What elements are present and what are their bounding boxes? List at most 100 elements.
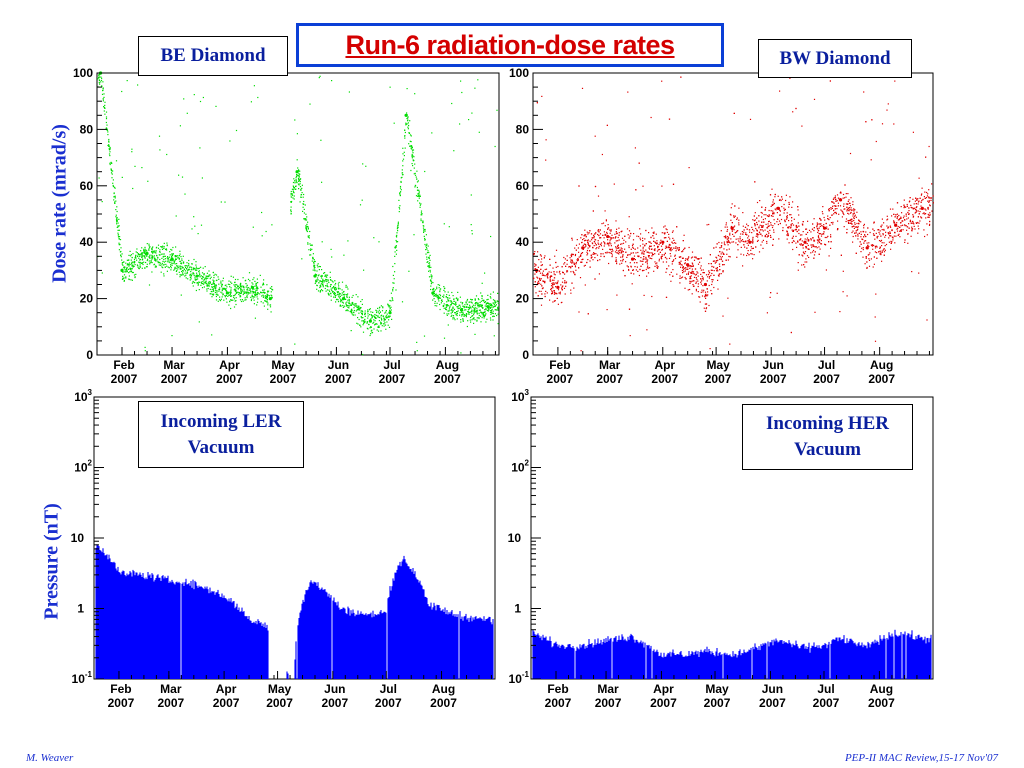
dose-point [797, 241, 799, 243]
dose-point [627, 266, 629, 268]
dose-point [656, 262, 658, 264]
dose-point [664, 252, 666, 254]
dose-point [488, 309, 490, 311]
dose-point [429, 269, 431, 271]
dose-point [439, 289, 441, 291]
dose-point [261, 295, 263, 297]
dose-point [614, 233, 616, 235]
dose-point [467, 320, 469, 322]
dose-point [396, 241, 398, 243]
dose-point [780, 199, 782, 202]
dose-point [643, 269, 645, 271]
dose-point [303, 208, 305, 210]
dose-point [792, 248, 794, 251]
dose-point [297, 180, 299, 182]
dose-point [271, 286, 273, 288]
dose-point [549, 299, 551, 301]
dose-point [792, 111, 794, 113]
dose-point [626, 256, 628, 258]
dose-point [881, 250, 883, 252]
dose-point [593, 252, 595, 254]
dose-point [353, 312, 355, 314]
dose-point [179, 250, 181, 252]
dose-point [407, 120, 409, 122]
dose-point [474, 333, 476, 335]
dose-point [203, 286, 205, 288]
dose-point [855, 232, 857, 234]
dose-point [842, 291, 844, 293]
dose-point [551, 291, 553, 293]
dose-point [139, 265, 141, 268]
dose-point [335, 301, 337, 303]
dose-point [174, 260, 176, 262]
dose-point [708, 263, 710, 265]
dose-point [114, 187, 116, 189]
dose-point [913, 207, 916, 209]
dose-point [721, 260, 724, 262]
dose-point [497, 313, 499, 315]
dose-point [190, 278, 192, 280]
dose-point [682, 240, 684, 242]
dose-point [242, 300, 244, 302]
dose-point [433, 295, 436, 297]
dose-point [626, 228, 629, 230]
dose-point [387, 305, 389, 307]
dose-point [116, 226, 118, 228]
dose-point [832, 198, 835, 200]
dose-point [881, 123, 884, 125]
dose-point [837, 202, 839, 204]
dose-point [138, 261, 140, 263]
dose-point [462, 318, 464, 320]
dose-point [114, 201, 116, 203]
dose-point [645, 256, 647, 258]
dose-point [762, 226, 764, 228]
dose-point [179, 268, 181, 270]
dose-point [462, 313, 464, 315]
dose-point [609, 232, 611, 234]
dose-point [597, 229, 600, 231]
dose-point [753, 215, 755, 217]
dose-point [299, 183, 301, 185]
dose-point [788, 201, 790, 204]
dose-point [445, 308, 447, 310]
dose-point [132, 271, 134, 274]
dose-point [798, 214, 800, 216]
dose-point [306, 223, 308, 225]
dose-point [571, 239, 573, 241]
dose-point [261, 211, 263, 214]
dose-point [774, 223, 776, 225]
dose-point [434, 302, 436, 304]
dose-point [650, 116, 652, 119]
dose-point [604, 210, 606, 212]
dose-point [820, 240, 822, 242]
dose-point [246, 291, 248, 293]
dose-point [662, 261, 664, 263]
dose-point [641, 251, 643, 253]
dose-point [826, 226, 828, 228]
dose-point [335, 294, 337, 296]
dose-point [619, 249, 621, 251]
dose-point [434, 300, 436, 303]
dose-point [171, 254, 174, 256]
dose-point [132, 265, 134, 267]
dose-point [321, 281, 324, 283]
dose-point [689, 276, 691, 278]
dose-point [556, 283, 558, 285]
dose-point [675, 246, 677, 248]
dose-point [308, 235, 310, 237]
dose-point [438, 297, 440, 299]
dose-point [764, 229, 766, 231]
dose-point [428, 251, 430, 254]
dose-point [416, 178, 418, 180]
dose-point [915, 203, 917, 205]
dose-point [364, 312, 366, 314]
dose-point [372, 322, 374, 324]
dose-point [639, 228, 641, 230]
dose-point [929, 214, 931, 216]
dose-point [198, 321, 200, 323]
dose-point [460, 321, 462, 323]
dose-point [645, 243, 647, 245]
dose-point [545, 159, 547, 161]
dose-point [549, 264, 551, 266]
dose-point [615, 231, 617, 233]
